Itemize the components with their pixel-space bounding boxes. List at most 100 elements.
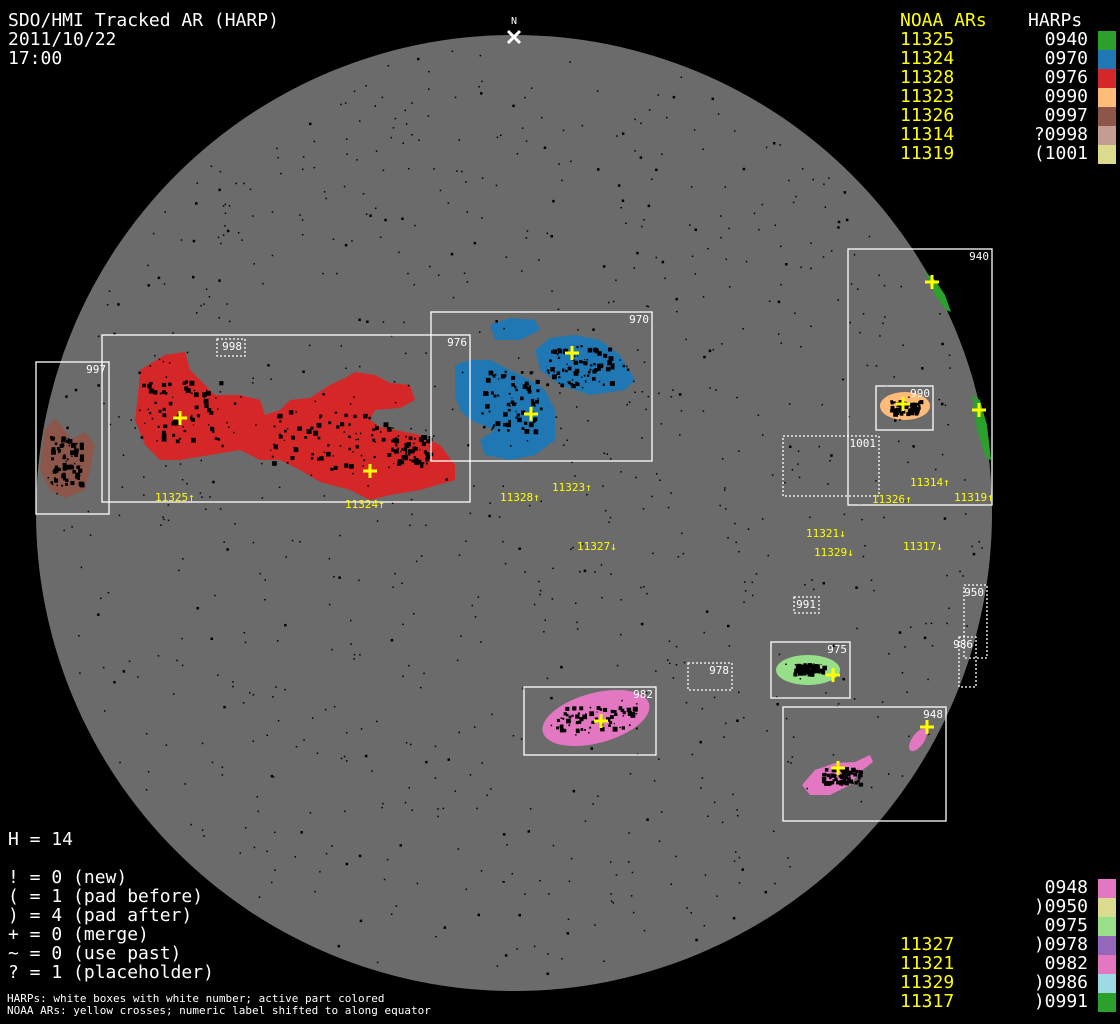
harp-box-outline [216,338,246,357]
harp-region-948-north [909,728,927,752]
noaa-cross-icon [565,346,579,360]
legend-color-swatch [1098,879,1116,898]
harp-box-990: 990 [875,385,934,431]
noaa-label: 11325↑ [155,491,195,504]
harp-box-outline [782,435,880,497]
harp-box-outline [770,641,851,699]
legend-harp: 0948 [1044,877,1088,898]
north-marker: N [506,16,522,45]
harp-box-976: 976 [101,334,471,503]
legend-noaa: 11326 [900,105,955,126]
stat-line: ! = 0 (new) [8,867,128,888]
noaa-cross-icon [925,275,939,289]
harp-box-outline [101,334,471,503]
harp-box-998: 998 [216,338,246,357]
legend-harp: )0986 [1033,972,1088,993]
harp-box-outline [875,385,934,431]
legend-harp: 0975 [1044,915,1088,936]
noaa-cross-icon [896,397,910,411]
noaa-label: 11326↑ [872,493,912,506]
noaa-label: 11329↓ [814,546,854,559]
noaa-cross-icon [173,411,187,425]
north-label: N [511,16,517,27]
harp-box-outline [958,636,977,688]
legend-color-swatch [1098,31,1116,50]
harp-box-outline [35,361,110,515]
stat-line: ) = 4 (pad after) [8,905,193,926]
noaa-cross-icon [826,668,840,682]
harp-box-997: 997 [35,361,110,515]
legend-color-swatch [1098,145,1116,164]
noaa-cross-icon [920,720,934,734]
legend-harp: (1001 [1033,143,1088,164]
harp-box-950: 950 [963,584,988,659]
legend-noaa: 11314 [900,124,955,145]
harp-box-label: 982 [633,688,653,701]
legend-harp: )0950 [1033,896,1088,917]
harp-box-986: 986 [953,636,977,688]
legend-color-swatch [1098,107,1116,126]
noaa-cross-icon [363,464,377,478]
noaa-label: 11324↑ [345,498,385,511]
legend-harp: 0982 [1044,953,1088,974]
noaa-crosses [173,275,986,775]
legend-color-swatch [1098,974,1116,993]
harp-box-1001: 1001 [782,435,880,497]
legend-harp: 0940 [1044,29,1088,50]
stat-line: ? = 1 (placeholder) [8,962,214,983]
legend-harp: ?0998 [1033,124,1088,145]
legend-color-swatch [1098,993,1116,1012]
harp-box-label: 950 [964,586,984,599]
noaa-label: 11317↓ [903,540,943,553]
noaa-label: 11321↓ [806,527,846,540]
noaa-label: 11328↑ [500,491,540,504]
harp-box-outline [687,662,733,691]
harp-box-970: 970 [430,311,653,462]
legend-noaa: 11325 [900,29,955,50]
harp-box-label: 990 [910,387,930,400]
noaa-label: 11314↑ [910,476,950,489]
legend-noaa: 11327 [900,934,955,955]
harp-box-outline [847,248,993,506]
harp-box-label: 991 [796,598,816,611]
harp-box-label: 1001 [850,437,877,450]
stat-line: ( = 1 (pad before) [8,886,204,907]
harp-boxes: 997 976 970 940 990 975 982 948 998 1001 991 978 950… [35,248,993,822]
harp-box-940: 940 [847,248,993,506]
harp-box-outline [523,686,657,756]
harp-box-label: 978 [709,664,729,677]
noaa-labels: 11325↑ 11324↑ 11328↑ 11323↑ 11327↓ 11321↓ 1132… [155,476,994,559]
h-count: H = 14 [8,829,74,850]
legend-noaa: 11323 [900,86,955,107]
legend-harp: 0997 [1044,105,1088,126]
harp-box-label: 986 [953,638,973,651]
legend-harp: )0991 [1033,991,1088,1012]
legend-color-swatch [1098,50,1116,69]
noaa-label: 11323↑ [552,481,592,494]
sunspot-pixels [47,50,983,975]
time: 17:00 [8,48,63,69]
legend-harp: )0978 [1033,934,1088,955]
legend-harp: 0976 [1044,67,1088,88]
harp-box-label: 976 [447,336,467,349]
harp-box-label: 940 [969,250,989,263]
date: 2011/10/22 [8,29,117,50]
noaa-cross-icon [972,403,986,417]
noaa-cross-icon [594,714,608,728]
harp-box-label: 975 [827,643,847,656]
legend-color-swatch [1098,917,1116,936]
footnote-noaa: NOAA ARs: yellow crosses; numeric label … [7,1004,431,1017]
harp-box-991: 991 [793,596,820,614]
legend-color-swatch [1098,955,1116,974]
stat-line: ~ = 0 (use past) [8,943,182,964]
harp-box-label: 998 [222,340,242,353]
harp-box-outline [782,706,947,822]
legend-noaa: 11328 [900,67,955,88]
footnote-harps: HARPs: white boxes with white number; ac… [7,992,385,1005]
harp-box-outline [430,311,653,462]
title: SDO/HMI Tracked AR (HARP) [8,10,279,31]
harp-box-label: 997 [86,363,106,376]
solar-disk [36,35,992,991]
harp-box-label: 970 [629,313,649,326]
harp-box-948: 948 [782,706,947,822]
